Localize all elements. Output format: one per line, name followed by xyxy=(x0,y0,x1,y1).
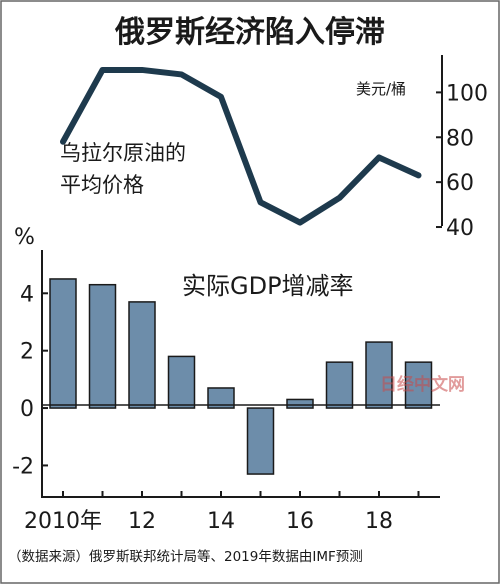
oil-price-point xyxy=(260,201,261,203)
watermark: 日经中文网 xyxy=(380,374,465,395)
oil-price-point xyxy=(181,73,182,75)
gdp-x-tick-label: 12 xyxy=(128,509,156,534)
gdp-bar xyxy=(49,278,77,409)
gdp-tick-label: 0 xyxy=(20,397,34,422)
oil-price-tick-label: 80 xyxy=(446,126,474,151)
oil-price-point xyxy=(418,174,419,176)
oil-price-tick-label: 60 xyxy=(446,171,474,196)
gdp-tick-label: 4 xyxy=(20,282,34,307)
oil-price-point xyxy=(141,69,143,71)
oil-price-point xyxy=(62,141,64,143)
gdp-bar xyxy=(404,361,433,409)
chart-title: 俄罗斯经济陷入停滞 xyxy=(114,15,385,50)
gdp-x-tick-label: 2010年 xyxy=(24,509,102,534)
gdp-bar xyxy=(128,301,156,409)
gdp-x-tick-label: 16 xyxy=(286,509,314,534)
gdp-bar xyxy=(167,355,196,409)
gdp-bar xyxy=(246,407,275,475)
oil-price-tick-label: 40 xyxy=(446,216,474,241)
oil-price-unit-label: 美元/桶 xyxy=(356,80,406,98)
gdp-bar xyxy=(88,283,117,409)
gdp-tick-label: -2 xyxy=(12,454,34,479)
oil-price-point xyxy=(378,156,380,158)
oil-price-tick-label: 100 xyxy=(446,81,488,106)
gdp-x-tick-label: 14 xyxy=(207,509,235,534)
oil-price-point xyxy=(339,197,340,199)
gdp-tick-label: 2 xyxy=(20,340,34,365)
oil-price-point xyxy=(299,222,301,224)
oil-price-line xyxy=(60,66,422,226)
gdp-series-label: 实际GDP增减率 xyxy=(182,272,354,300)
gdp-unit-label: % xyxy=(14,225,35,250)
gdp-bar xyxy=(286,398,314,409)
oil-price-point xyxy=(102,69,103,71)
oil-price-series-label-line1: 乌拉尔原油的 xyxy=(60,141,186,165)
gdp-bar xyxy=(365,341,393,409)
source-note: （数据来源）俄罗斯联邦统计局等、2019年数据由IMF预测 xyxy=(8,548,363,565)
gdp-bar xyxy=(207,387,235,409)
gdp-bar xyxy=(325,361,354,409)
oil-price-line-chart: 美元/桶 乌拉尔原油的 平均价格 100 80 60 40 xyxy=(60,55,488,241)
gdp-bar-chart: % 实际GDP增减率 4 2 0 -2 2010年 12 14 16 18 xyxy=(12,225,440,534)
oil-price-point xyxy=(220,96,222,98)
oil-price-series-label-line2: 平均价格 xyxy=(60,173,144,197)
gdp-x-tick-label: 18 xyxy=(365,509,393,534)
